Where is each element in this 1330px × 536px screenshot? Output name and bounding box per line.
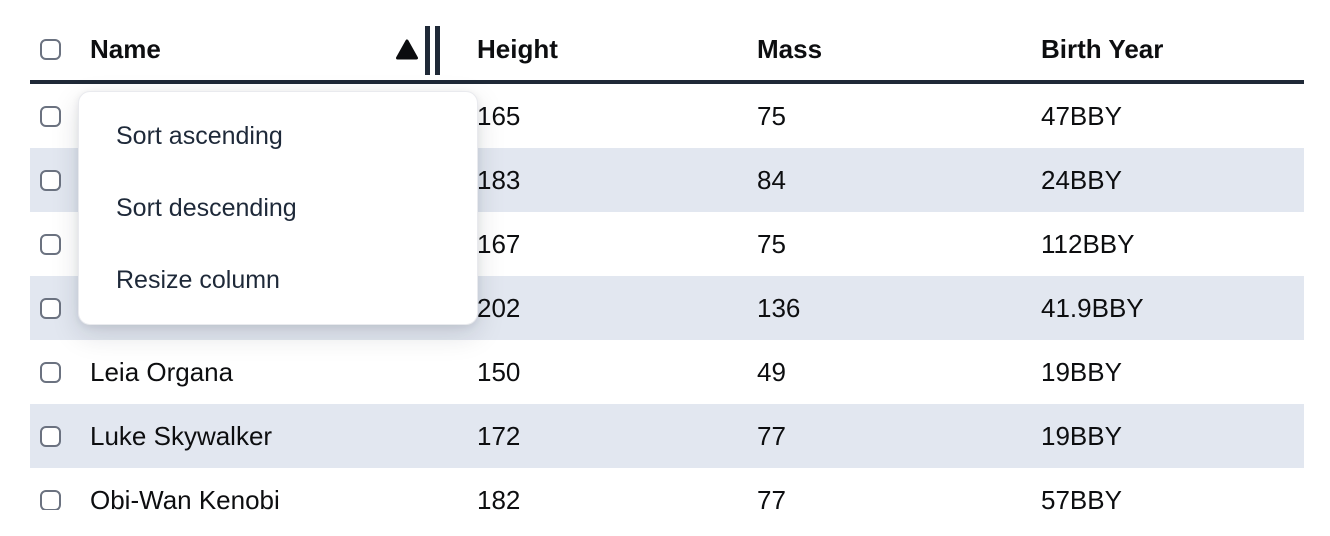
- column-header-height-label: Height: [477, 33, 558, 64]
- cell-birth-year: 57BBY: [1041, 484, 1122, 511]
- select-all-checkbox[interactable]: [40, 38, 61, 60]
- cell-mass: 77: [757, 484, 786, 511]
- cell-mass: 75: [757, 228, 786, 259]
- cell-name: Luke Skywalker: [90, 420, 273, 451]
- column-header-name-label: Name: [90, 33, 161, 64]
- header-select-cell: [30, 0, 80, 80]
- cell-height: 165: [477, 100, 521, 131]
- row-checkbox[interactable]: [40, 361, 61, 383]
- menu-item-sort-descending[interactable]: Sort descending: [116, 193, 297, 222]
- cell-mass: 84: [757, 164, 786, 195]
- menu-item-resize-column[interactable]: Resize column: [116, 265, 280, 294]
- cell-birth-year: 112BBY: [1041, 228, 1135, 259]
- cell-birth-year: 41.9BBY: [1041, 292, 1144, 323]
- cell-height: 167: [477, 228, 521, 259]
- cell-mass: 136: [757, 292, 801, 323]
- column-header-birth-year[interactable]: Birth Year: [1031, 0, 1304, 80]
- sort-ascending-icon: [395, 38, 419, 62]
- cell-height: 150: [477, 356, 521, 387]
- row-checkbox[interactable]: [40, 489, 61, 510]
- cell-birth-year: 24BBY: [1041, 164, 1122, 195]
- row-checkbox[interactable]: [40, 297, 61, 319]
- table-header-row: Name Height Mass: [30, 0, 1304, 84]
- menu-item-sort-ascending[interactable]: Sort ascending: [116, 121, 283, 150]
- cell-birth-year: 19BBY: [1041, 356, 1122, 387]
- column-header-mass[interactable]: Mass: [747, 0, 1031, 80]
- table-row[interactable]: 165 75 47BBY: [30, 84, 1304, 148]
- cell-birth-year: 47BBY: [1041, 100, 1122, 131]
- cell-mass: 49: [757, 356, 786, 387]
- cell-birth-year: 19BBY: [1041, 420, 1122, 451]
- resize-bar-right: [435, 26, 440, 75]
- column-header-mass-label: Mass: [757, 33, 823, 64]
- table-row[interactable]: 167 75 112BBY: [30, 212, 1304, 276]
- cell-mass: 77: [757, 420, 786, 451]
- cell-height: 202: [477, 292, 521, 323]
- table-row[interactable]: Obi-Wan Kenobi 182 77 57BBY: [30, 468, 1304, 510]
- row-checkbox[interactable]: [40, 105, 61, 127]
- cell-height: 172: [477, 420, 521, 451]
- resize-bar-left: [425, 26, 430, 75]
- row-checkbox[interactable]: [40, 169, 61, 191]
- column-header-birth-year-label: Birth Year: [1041, 33, 1164, 64]
- cell-height: 182: [477, 484, 521, 511]
- row-checkbox[interactable]: [40, 425, 61, 447]
- table-row[interactable]: Leia Organa 150 49 19BBY: [30, 340, 1304, 404]
- cell-mass: 75: [757, 100, 786, 131]
- cell-name: Obi-Wan Kenobi: [90, 484, 280, 511]
- cell-height: 183: [477, 164, 521, 195]
- column-header-height[interactable]: Height: [467, 0, 747, 80]
- column-resize-handle[interactable]: [425, 26, 440, 75]
- column-context-menu: Sort ascending Sort descending Resize co…: [78, 91, 478, 325]
- cell-name: Leia Organa: [90, 356, 234, 387]
- table-row[interactable]: Luke Skywalker 172 77 19BBY: [30, 404, 1304, 468]
- row-checkbox[interactable]: [40, 233, 61, 255]
- column-header-name[interactable]: Name: [80, 0, 467, 80]
